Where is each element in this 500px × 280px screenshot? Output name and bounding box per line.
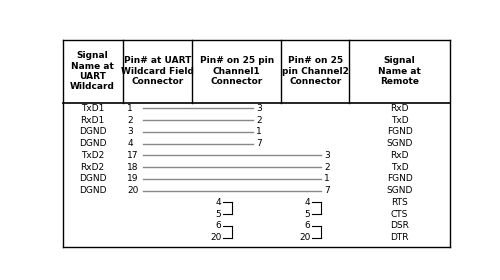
- Text: Signal
Name at
UART
Wildcard: Signal Name at UART Wildcard: [70, 51, 115, 92]
- Text: RxD2: RxD2: [80, 163, 104, 172]
- Text: 19: 19: [127, 174, 138, 183]
- Text: 5: 5: [216, 210, 222, 219]
- Text: 4: 4: [216, 198, 222, 207]
- Text: 20: 20: [127, 186, 138, 195]
- Text: TxD: TxD: [391, 163, 408, 172]
- Text: CTS: CTS: [391, 210, 408, 219]
- Text: SGND: SGND: [386, 139, 413, 148]
- Text: RxD1: RxD1: [80, 116, 104, 125]
- Text: TxD1: TxD1: [81, 104, 104, 113]
- Text: 3: 3: [324, 151, 330, 160]
- Text: SGND: SGND: [386, 186, 413, 195]
- Text: DGND: DGND: [79, 127, 106, 136]
- Text: Pin# on 25
pin Channel2
Connector: Pin# on 25 pin Channel2 Connector: [282, 57, 349, 86]
- Text: DGND: DGND: [79, 186, 106, 195]
- Text: 1: 1: [127, 104, 133, 113]
- Text: 3: 3: [127, 127, 133, 136]
- Text: RTS: RTS: [391, 198, 408, 207]
- Text: Pin# on 25 pin
Channel1
Connector: Pin# on 25 pin Channel1 Connector: [200, 57, 274, 86]
- Text: 2: 2: [127, 116, 133, 125]
- Text: 2: 2: [324, 163, 330, 172]
- Text: TxD: TxD: [391, 116, 408, 125]
- Text: 20: 20: [299, 233, 310, 242]
- Text: 17: 17: [127, 151, 138, 160]
- Text: FGND: FGND: [387, 174, 412, 183]
- Text: DGND: DGND: [79, 139, 106, 148]
- Text: 3: 3: [256, 104, 262, 113]
- Text: 20: 20: [210, 233, 222, 242]
- Text: RxD: RxD: [390, 151, 409, 160]
- Text: 4: 4: [127, 139, 133, 148]
- Text: TxD2: TxD2: [81, 151, 104, 160]
- Text: 5: 5: [305, 210, 310, 219]
- Text: Pin# at UART
Wildcard Field
Connector: Pin# at UART Wildcard Field Connector: [121, 57, 194, 86]
- Text: 18: 18: [127, 163, 138, 172]
- Text: Signal
Name at
Remote: Signal Name at Remote: [378, 57, 421, 86]
- Text: DSR: DSR: [390, 221, 409, 230]
- Text: RxD: RxD: [390, 104, 409, 113]
- Text: 6: 6: [216, 221, 222, 230]
- Text: DTR: DTR: [390, 233, 409, 242]
- Text: 6: 6: [305, 221, 310, 230]
- Text: 7: 7: [256, 139, 262, 148]
- Text: DGND: DGND: [79, 174, 106, 183]
- Text: 1: 1: [256, 127, 262, 136]
- Text: 4: 4: [305, 198, 310, 207]
- Text: 7: 7: [324, 186, 330, 195]
- Text: 1: 1: [324, 174, 330, 183]
- Text: FGND: FGND: [387, 127, 412, 136]
- Text: 2: 2: [256, 116, 262, 125]
